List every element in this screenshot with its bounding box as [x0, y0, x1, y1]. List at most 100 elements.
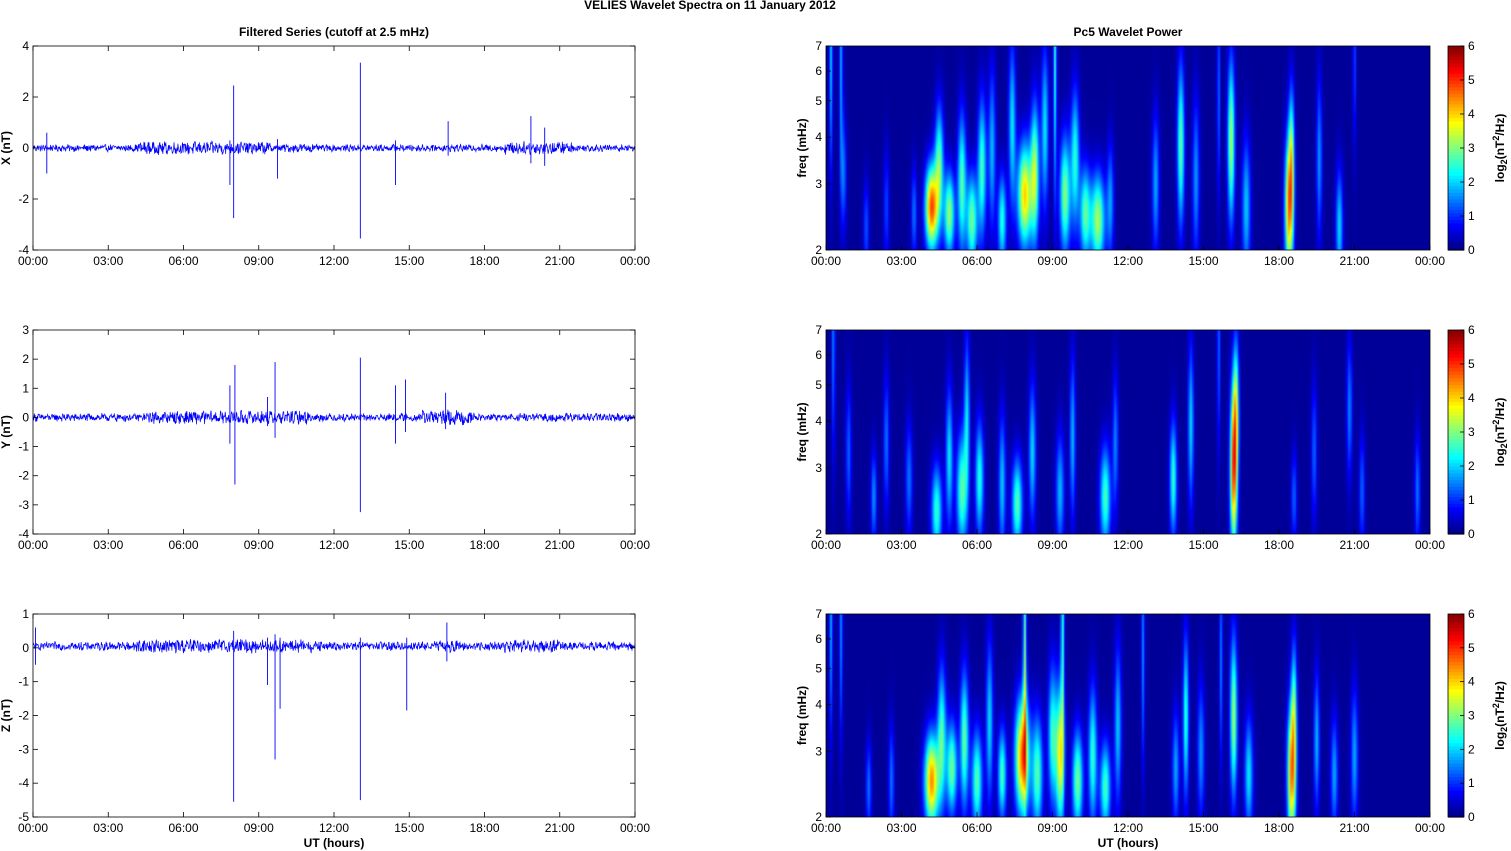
colorbar-swatch — [1448, 97, 1464, 101]
colorbar-swatch — [1448, 773, 1464, 777]
colorbar-swatch — [1448, 749, 1464, 754]
spectrum-panel-spec-z: 2 3 4 5 6 7 00:00 03:00 06:00 09:00 12:00 15:00 18:0… — [795, 607, 1509, 850]
colorbar-swatch — [1448, 500, 1464, 504]
colorbar-swatch — [1448, 742, 1464, 747]
y-tick-label: -4 — [18, 776, 29, 790]
y-tick-label: -3 — [18, 742, 29, 756]
colorbar-swatch — [1448, 229, 1464, 234]
spectrum-panel-spec-x: Pc5 Wavelet Power 2 3 4 5 6 7 00:00 03:00 06:00 09… — [795, 25, 1509, 268]
x-tick-label: 15:00 — [394, 538, 424, 552]
colorbar-swatch — [1448, 199, 1464, 203]
x-tick-label: 09:00 — [244, 254, 274, 268]
x-tick-label: 00:00 — [1415, 821, 1445, 835]
x-tick-label: 00:00 — [18, 821, 48, 835]
colorbar-swatch — [1448, 233, 1464, 237]
x-tick-label: 03:00 — [93, 538, 123, 552]
colorbar-swatch — [1448, 154, 1464, 159]
y-tick-label: 5 — [815, 662, 822, 676]
x-tick-label: 03:00 — [886, 538, 916, 552]
colorbar-swatch — [1448, 647, 1464, 652]
colorbar-swatch — [1448, 806, 1464, 811]
wavelet-power-image — [826, 614, 1430, 817]
colorbar-swatch — [1448, 343, 1464, 348]
y-tick-label: 0 — [22, 410, 29, 424]
y-tick-label: 3 — [815, 744, 822, 758]
colorbar-swatch — [1448, 114, 1464, 118]
colorbar-swatch — [1448, 178, 1464, 183]
colorbar-tick-label: 6 — [1468, 39, 1475, 53]
x-tick-label: 03:00 — [93, 254, 123, 268]
panel-title: Filtered Series (cutoff at 2.5 mHz) — [239, 25, 429, 39]
colorbar-label: log2(nT2/Hz) — [1491, 398, 1509, 467]
colorbar-swatch — [1448, 671, 1464, 676]
colorbar-swatch — [1448, 452, 1464, 457]
colorbar-label: log2(nT2/Hz) — [1491, 681, 1509, 750]
series-line — [33, 409, 635, 426]
colorbar-swatch — [1448, 100, 1464, 105]
colorbar-swatch — [1448, 93, 1464, 98]
colorbar-swatch — [1448, 661, 1464, 666]
x-tick-label: 15:00 — [1188, 538, 1218, 552]
colorbar-swatch — [1448, 377, 1464, 382]
colorbar-swatch — [1448, 438, 1464, 443]
colorbar-swatch — [1448, 442, 1464, 447]
colorbar-swatch — [1448, 148, 1464, 152]
y-tick-label: 0 — [22, 141, 29, 155]
y-tick-label: -2 — [18, 709, 29, 723]
x-tick-label: 21:00 — [1339, 254, 1369, 268]
colorbar-swatch — [1448, 83, 1464, 88]
colorbar-swatch — [1448, 421, 1464, 426]
colorbar-swatch — [1448, 718, 1464, 723]
x-tick-label: 00:00 — [620, 254, 650, 268]
spectrum-panel-spec-y: 2 3 4 5 6 7 00:00 03:00 06:00 09:00 12:00 15:00 18:0… — [795, 323, 1509, 552]
colorbar-swatch — [1448, 76, 1464, 81]
colorbar-swatch — [1448, 411, 1464, 416]
colorbar-swatch — [1448, 793, 1464, 798]
y-tick-label: -2 — [18, 192, 29, 206]
colorbar-swatch — [1448, 222, 1464, 227]
y-axis-label: Z (nT) — [0, 699, 13, 732]
x-tick-label: 03:00 — [886, 254, 916, 268]
x-tick-label: 18:00 — [1264, 821, 1294, 835]
y-tick-label: -3 — [18, 498, 29, 512]
colorbar-swatch — [1448, 63, 1464, 67]
colorbar-swatch — [1448, 783, 1464, 788]
x-tick-label: 00:00 — [18, 538, 48, 552]
colorbar-tick-label: 3 — [1468, 141, 1475, 155]
x-tick-label: 15:00 — [1188, 821, 1218, 835]
y-tick-label: 6 — [815, 348, 822, 362]
colorbar-swatch — [1448, 476, 1464, 481]
colorbar-swatch — [1448, 144, 1464, 149]
colorbar-swatch — [1448, 165, 1464, 169]
colorbar-swatch — [1448, 66, 1464, 71]
y-tick-label: -5 — [18, 810, 29, 824]
x-tick-label: 15:00 — [394, 254, 424, 268]
y-tick-label: 4 — [815, 698, 822, 712]
y-tick-label: 0 — [22, 641, 29, 655]
colorbar-swatch — [1448, 627, 1464, 632]
colorbar-swatch — [1448, 49, 1464, 54]
colorbar-swatch — [1448, 735, 1464, 740]
y-tick-label: 3 — [815, 177, 822, 191]
colorbar-swatch — [1448, 182, 1464, 186]
x-tick-label: 12:00 — [319, 821, 349, 835]
colorbar-swatch — [1448, 205, 1464, 210]
y-axis-label: Y (nT) — [0, 415, 13, 449]
colorbar-swatch — [1448, 141, 1464, 146]
y-tick-label: 2 — [22, 90, 29, 104]
x-tick-label: 21:00 — [1339, 821, 1369, 835]
y-tick-label: -4 — [18, 243, 29, 257]
y-tick-label: 4 — [22, 39, 29, 53]
colorbar-swatch — [1448, 688, 1464, 693]
colorbar-swatch — [1448, 107, 1464, 112]
x-tick-label: 06:00 — [168, 821, 198, 835]
x-tick-label: 06:00 — [962, 538, 992, 552]
colorbar-swatch — [1448, 678, 1464, 683]
colorbar-swatch — [1448, 408, 1464, 413]
colorbar-swatch — [1448, 202, 1464, 207]
colorbar-swatch — [1448, 428, 1464, 433]
x-tick-label: 18:00 — [469, 254, 499, 268]
colorbar-swatch — [1448, 415, 1464, 419]
colorbar-swatch — [1448, 762, 1464, 767]
colorbar-swatch — [1448, 195, 1464, 200]
